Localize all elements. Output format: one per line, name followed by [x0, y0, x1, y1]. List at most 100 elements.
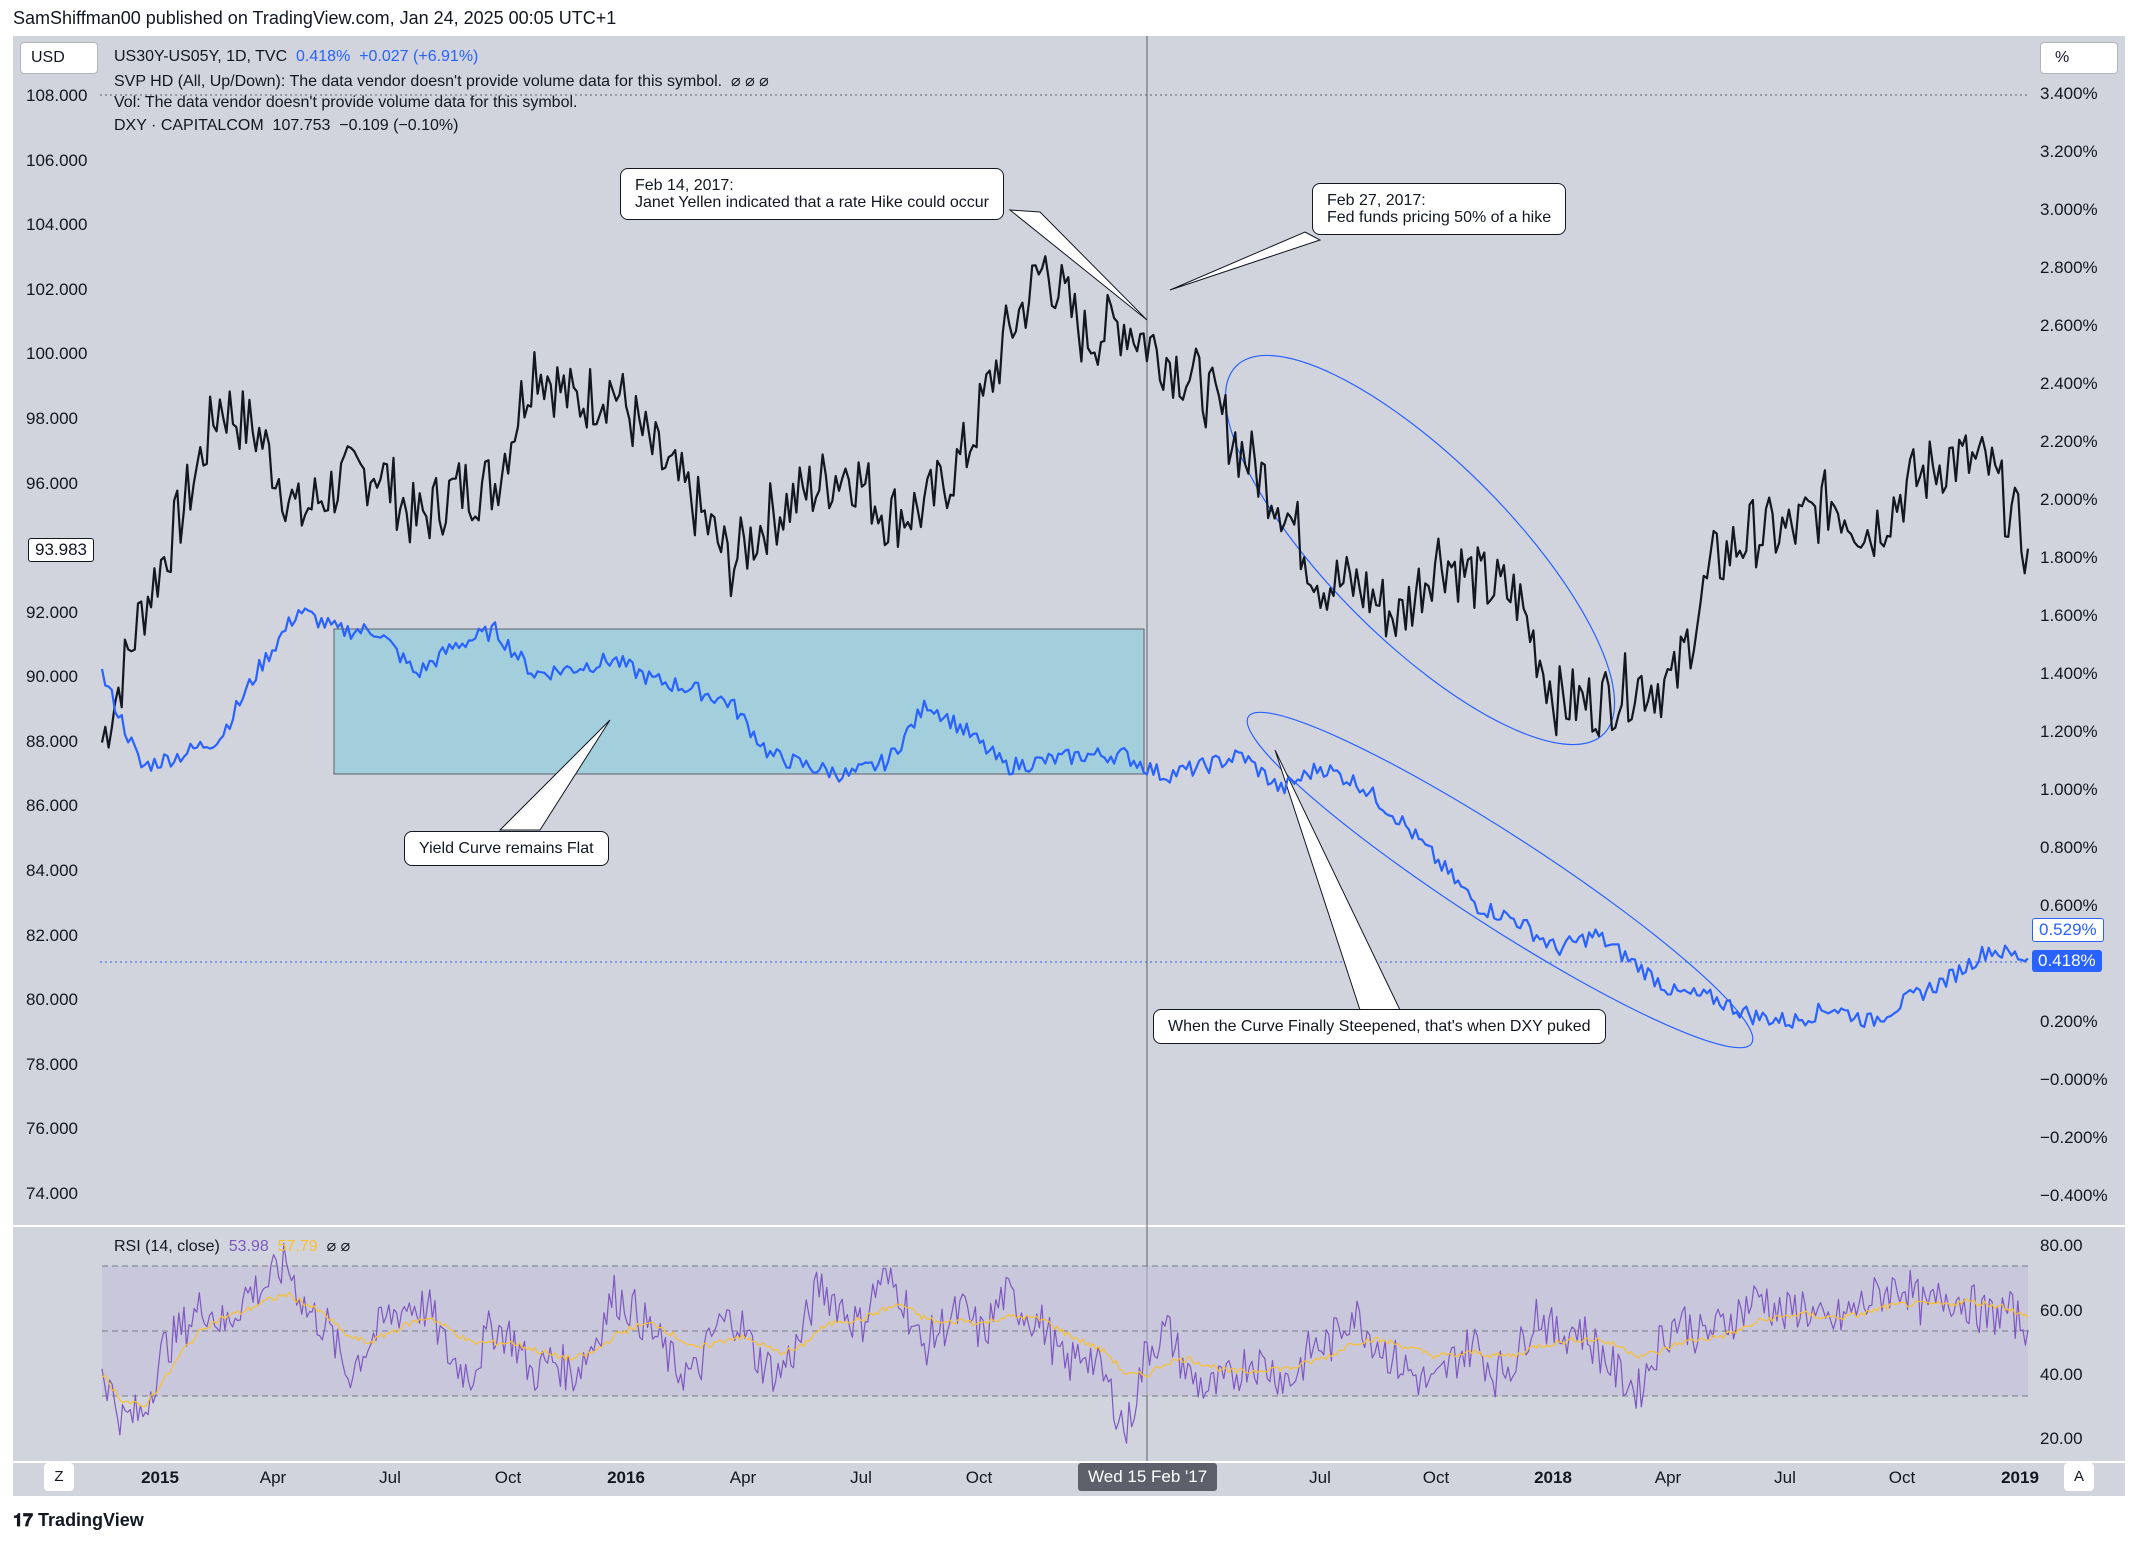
right-axis-tick: 2.200% — [2040, 432, 2098, 452]
time-axis-tick: Oct — [1888, 1468, 1916, 1487]
legend-rsi-value: 53.98 — [228, 1238, 269, 1255]
right-axis-tick: −0.200% — [2040, 1127, 2108, 1147]
legend-rsi-icons[interactable]: ⌀ ⌀ — [326, 1238, 351, 1255]
legend-svp-row[interactable]: SVP HD (All, Up/Down): The data vendor d… — [114, 71, 769, 91]
left-axis-tick: 96.000 — [26, 473, 78, 493]
left-axis-tick: 98.000 — [26, 409, 78, 428]
left-axis-tick: 78.000 — [26, 1054, 78, 1074]
spread-decline-ellipse — [1246, 711, 1754, 1049]
left-axis-tick: 86.000 — [26, 796, 78, 816]
flat-callout[interactable]: Yield Curve remains Flat — [404, 831, 609, 866]
right-axis-tick: 3.000% — [2040, 200, 2098, 220]
legend-svp: SVP HD (All, Up/Down): The data vendor d… — [114, 73, 723, 90]
tradingview-logo-icon: 𝟏𝟕 — [13, 1510, 34, 1530]
legend-symbol-value: 0.418% — [296, 48, 351, 65]
left-axis-tick: 106.000 — [26, 150, 88, 170]
rsi-series-line[interactable] — [101, 1242, 2029, 1444]
publish-line: SamShiffman00 published on TradingView.c… — [13, 8, 617, 28]
scale-unit-selector[interactable]: % — [2040, 42, 2118, 74]
right-axis-tick: 1.800% — [2040, 548, 2098, 568]
time-axis-tick: 2019 — [2001, 1468, 2039, 1487]
right-axis-tick: 3.400% — [2040, 84, 2098, 104]
right-axis-tick: −0.400% — [2040, 1185, 2108, 1205]
time-axis-tick: Apr — [259, 1468, 287, 1487]
left-axis-tick: 84.000 — [26, 861, 78, 880]
legend-rsi-row[interactable]: RSI (14, close) 53.98 57.79 ⌀ ⌀ — [114, 1236, 350, 1256]
legend-dxy-row[interactable]: DXY · CAPITALCOM 107.753 −0.109 (−0.10%) — [114, 117, 458, 135]
time-axis-tick: Apr — [1654, 1468, 1682, 1487]
right-axis-tick: 1.600% — [2040, 606, 2098, 626]
time-axis-tick: Oct — [965, 1468, 993, 1487]
time-axis-tick: 2015 — [141, 1468, 179, 1487]
left-axis-tick: 100.000 — [26, 344, 88, 364]
right-axis-tick: 2.600% — [2040, 316, 2098, 336]
legend-rsi-label: RSI (14, close) — [114, 1238, 220, 1255]
left-axis-tick: 108.000 — [26, 86, 88, 106]
steepened-callout[interactable]: When the Curve Finally Steepened, that's… — [1153, 1009, 1606, 1044]
pane-separator[interactable] — [13, 1225, 2125, 1227]
right-axis-tick: 0.600% — [2040, 895, 2098, 915]
legend-vol-row[interactable]: Vol: The data vendor doesn't provide vol… — [114, 94, 578, 111]
time-axis-tick: 2018 — [1534, 1468, 1572, 1487]
yellen-callout[interactable]: Feb 14, 2017: Janet Yellen indicated tha… — [620, 168, 1005, 220]
fed-funds-pointer — [1169, 231, 1322, 291]
time-axis-tick: Jul — [1309, 1468, 1331, 1487]
legend-symbol-change: +0.027 (+6.91%) — [359, 48, 479, 65]
spread-series-line[interactable] — [100, 607, 2029, 1029]
crosshair-time-label: Wed 15 Feb '17 — [1078, 1463, 1218, 1491]
left-axis-tick: 74.000 — [26, 1183, 78, 1203]
left-axis-tick: 102.000 — [26, 279, 88, 299]
currency-selector[interactable]: USD — [20, 42, 98, 74]
rsi-axis-tick: 20.00 — [2040, 1428, 2083, 1448]
dxy-last-price-tag: 93.983 — [28, 538, 94, 562]
left-axis-tick: 80.000 — [26, 990, 78, 1010]
right-axis-tick: 1.000% — [2040, 779, 2098, 799]
time-axis-tick: 2016 — [607, 1468, 645, 1487]
right-axis-tick: 1.200% — [2040, 721, 2098, 741]
legend-symbol-row[interactable]: US30Y-US05Y, 1D, TVC 0.418% +0.027 (+6.9… — [114, 48, 478, 66]
fed-funds-callout[interactable]: Feb 27, 2017: Fed funds pricing 50% of a… — [1312, 183, 1567, 235]
yellen-pointer — [1008, 209, 1148, 321]
time-axis-tick: Oct — [1422, 1468, 1450, 1487]
left-axis-tick: 104.000 — [26, 215, 88, 235]
steepened-pointer — [1274, 749, 1401, 1011]
legend-dxy-change: −0.109 (−0.10%) — [339, 117, 459, 134]
left-axis-tick: 82.000 — [26, 925, 78, 945]
tradingview-brand-text: TradingView — [38, 1510, 144, 1530]
right-axis-tick: 2.400% — [2040, 374, 2098, 394]
left-axis-tick: 88.000 — [26, 731, 78, 751]
legend-rsi-ma-value: 57.79 — [277, 1238, 318, 1255]
auto-scale-a-button[interactable]: A — [2064, 1463, 2094, 1491]
time-axis-tick: Jul — [379, 1468, 401, 1487]
auto-scale-z-button[interactable]: Z — [44, 1463, 74, 1491]
right-axis-tick: 2.000% — [2040, 490, 2098, 510]
spread-last-price-tag: 0.418% — [2032, 950, 2102, 972]
time-axis-tick: Jul — [850, 1468, 872, 1487]
right-axis-tick: −0.000% — [2040, 1069, 2108, 1089]
spread-prev-price-tag: 0.529% — [2032, 918, 2104, 942]
time-axis-separator — [13, 1461, 2125, 1463]
legend-svp-icons[interactable]: ⌀ ⌀ ⌀ — [730, 73, 769, 90]
left-axis-tick: 90.000 — [26, 667, 78, 687]
time-axis-tick: Jul — [1774, 1468, 1796, 1487]
flat-yield-box — [333, 628, 1145, 775]
rsi-axis-tick: 60.00 — [2040, 1300, 2083, 1320]
flat-pointer — [498, 719, 611, 831]
legend-symbol: US30Y-US05Y, 1D, TVC — [114, 48, 288, 65]
legend-dxy-value: 107.753 — [272, 117, 331, 134]
tradingview-brand[interactable]: 𝟏𝟕 TradingView — [13, 1510, 144, 1531]
rsi-ma-series-line[interactable] — [101, 1292, 2029, 1408]
dxy-series-line[interactable] — [100, 255, 2030, 749]
legend-dxy-label: DXY · CAPITALCOM — [114, 117, 264, 134]
right-axis-tick: 0.800% — [2040, 837, 2098, 857]
right-axis-tick: 0.200% — [2040, 1011, 2098, 1031]
dxy-decline-ellipse — [1224, 354, 1616, 746]
right-axis-tick: 3.200% — [2040, 142, 2098, 162]
right-axis-tick: 1.400% — [2040, 663, 2098, 683]
rsi-axis-tick: 40.00 — [2040, 1364, 2083, 1384]
time-axis-tick: Oct — [494, 1468, 522, 1487]
left-axis-tick: 76.000 — [26, 1119, 78, 1139]
rsi-axis-tick: 80.00 — [2040, 1236, 2083, 1256]
time-axis-tick: Apr — [729, 1468, 757, 1487]
